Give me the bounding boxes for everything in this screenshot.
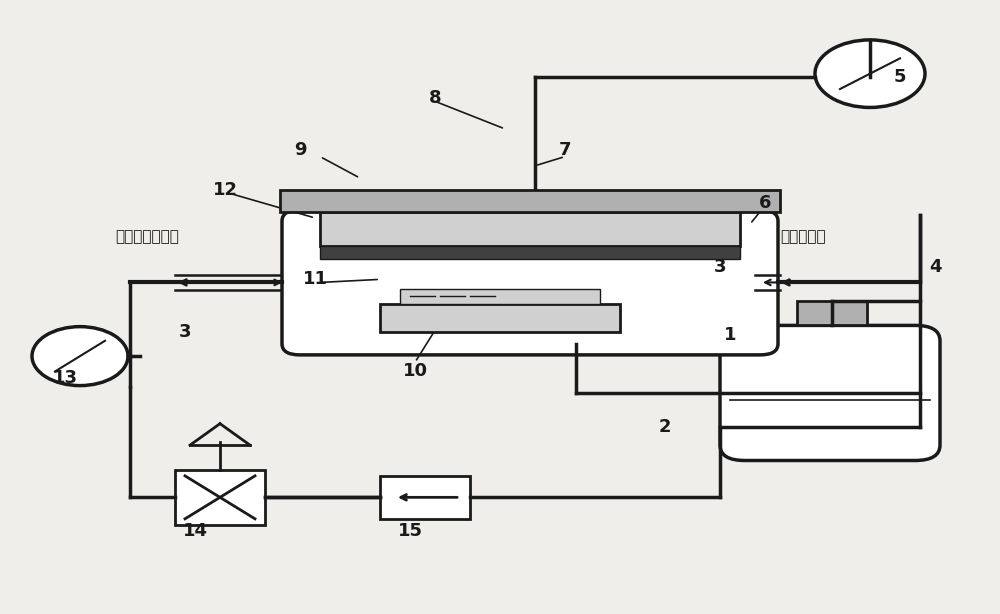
Text: 接供气组件: 接供气组件 (780, 229, 826, 244)
FancyBboxPatch shape (282, 210, 778, 355)
Bar (380, 304, 620, 332)
Text: 12: 12 (212, 181, 238, 200)
Bar (175, 470, 265, 525)
FancyBboxPatch shape (720, 325, 940, 460)
Bar (320, 246, 740, 259)
Text: 9: 9 (294, 141, 306, 160)
Text: 8: 8 (429, 89, 441, 107)
Circle shape (32, 327, 128, 386)
Circle shape (815, 40, 925, 107)
Text: 2: 2 (659, 418, 671, 436)
Text: 11: 11 (302, 270, 328, 289)
Text: 3: 3 (179, 322, 191, 341)
Text: 10: 10 (402, 362, 428, 381)
Text: 13: 13 (52, 368, 78, 387)
Text: 6: 6 (759, 193, 771, 212)
Text: 接负压形成组件: 接负压形成组件 (115, 229, 179, 244)
Text: 7: 7 (559, 141, 571, 160)
Bar (320, 212, 740, 246)
Bar (797, 301, 867, 325)
Bar (400, 289, 600, 304)
Text: 5: 5 (894, 68, 906, 86)
Bar (280, 190, 780, 212)
Text: 1: 1 (724, 325, 736, 344)
Text: 14: 14 (182, 522, 208, 540)
Text: 3: 3 (714, 258, 726, 276)
Bar (380, 476, 470, 519)
Text: 15: 15 (398, 522, 422, 540)
Text: 4: 4 (929, 258, 941, 276)
